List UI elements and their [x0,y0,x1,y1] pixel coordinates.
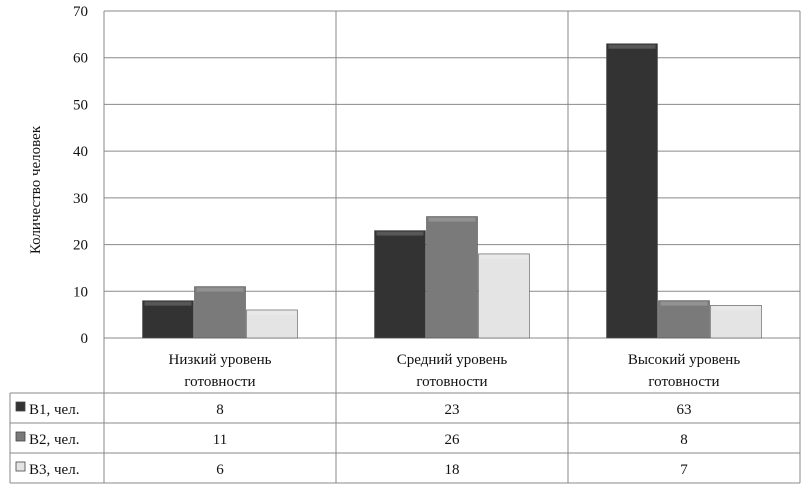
legend-swatch [15,401,26,412]
bar-body [606,43,658,339]
legend-series-name: B2, чел. [29,432,79,448]
bar-body [374,230,426,339]
x-category-label-line: готовности [184,374,255,390]
y-tick-label: 40 [73,144,88,160]
y-tick-label: 20 [73,238,88,254]
table-value: 26 [445,432,461,448]
bar [246,309,298,339]
bar-highlight [712,306,760,311]
x-category-label: Средний уровень готовности [397,352,508,390]
bar-highlight [608,44,656,49]
bar [142,300,194,339]
x-category-label: Низкий уровень готовности [169,352,272,390]
table-value: 63 [677,402,692,418]
bar-body [194,286,246,339]
bar [606,43,658,339]
bar [478,253,530,339]
bar [374,230,426,339]
table-value: 23 [445,402,460,418]
bar-body [142,300,194,339]
legend-series-name: B1, чел. [29,402,79,418]
bar [426,216,478,339]
table-value: 18 [445,462,460,478]
bar-highlight [376,231,424,236]
y-tick-label: 30 [73,191,88,207]
table-value: 11 [213,432,227,448]
x-category-label-line: Низкий уровень [169,352,272,368]
bar-highlight [480,254,528,259]
table-value: 8 [680,432,688,448]
bar-highlight [144,301,192,306]
x-category-label-line: готовности [416,374,487,390]
bar-body [658,300,710,339]
legend-swatch [15,461,26,472]
bar-highlight [248,310,296,315]
bar [194,286,246,339]
table-value: 7 [680,462,688,478]
bar-highlight [428,217,476,222]
x-category-label-line: готовности [648,374,719,390]
bar-body [246,309,298,339]
y-tick-label: 10 [73,284,88,300]
y-tick-label: 60 [73,51,88,67]
x-category-label: Высокий уровень готовности [628,352,741,390]
legend-series-name: B3, чел. [29,462,79,478]
bar-body [478,253,530,339]
y-tick-label: 50 [73,97,88,113]
y-tick-label: 70 [73,4,88,20]
bar-body [710,304,762,339]
table-value: 8 [216,402,224,418]
bar-highlight [660,301,708,306]
bar-highlight [196,287,244,292]
x-category-label-line: Средний уровень [397,352,508,368]
bar-body [426,216,478,339]
bar [658,300,710,339]
table-value: 6 [216,462,224,478]
y-axis-title: Количество человек [28,125,44,254]
x-category-label-line: Высокий уровень [628,352,741,368]
bar [710,304,762,339]
y-tick-label: 0 [81,331,89,347]
legend-swatch [15,431,26,442]
